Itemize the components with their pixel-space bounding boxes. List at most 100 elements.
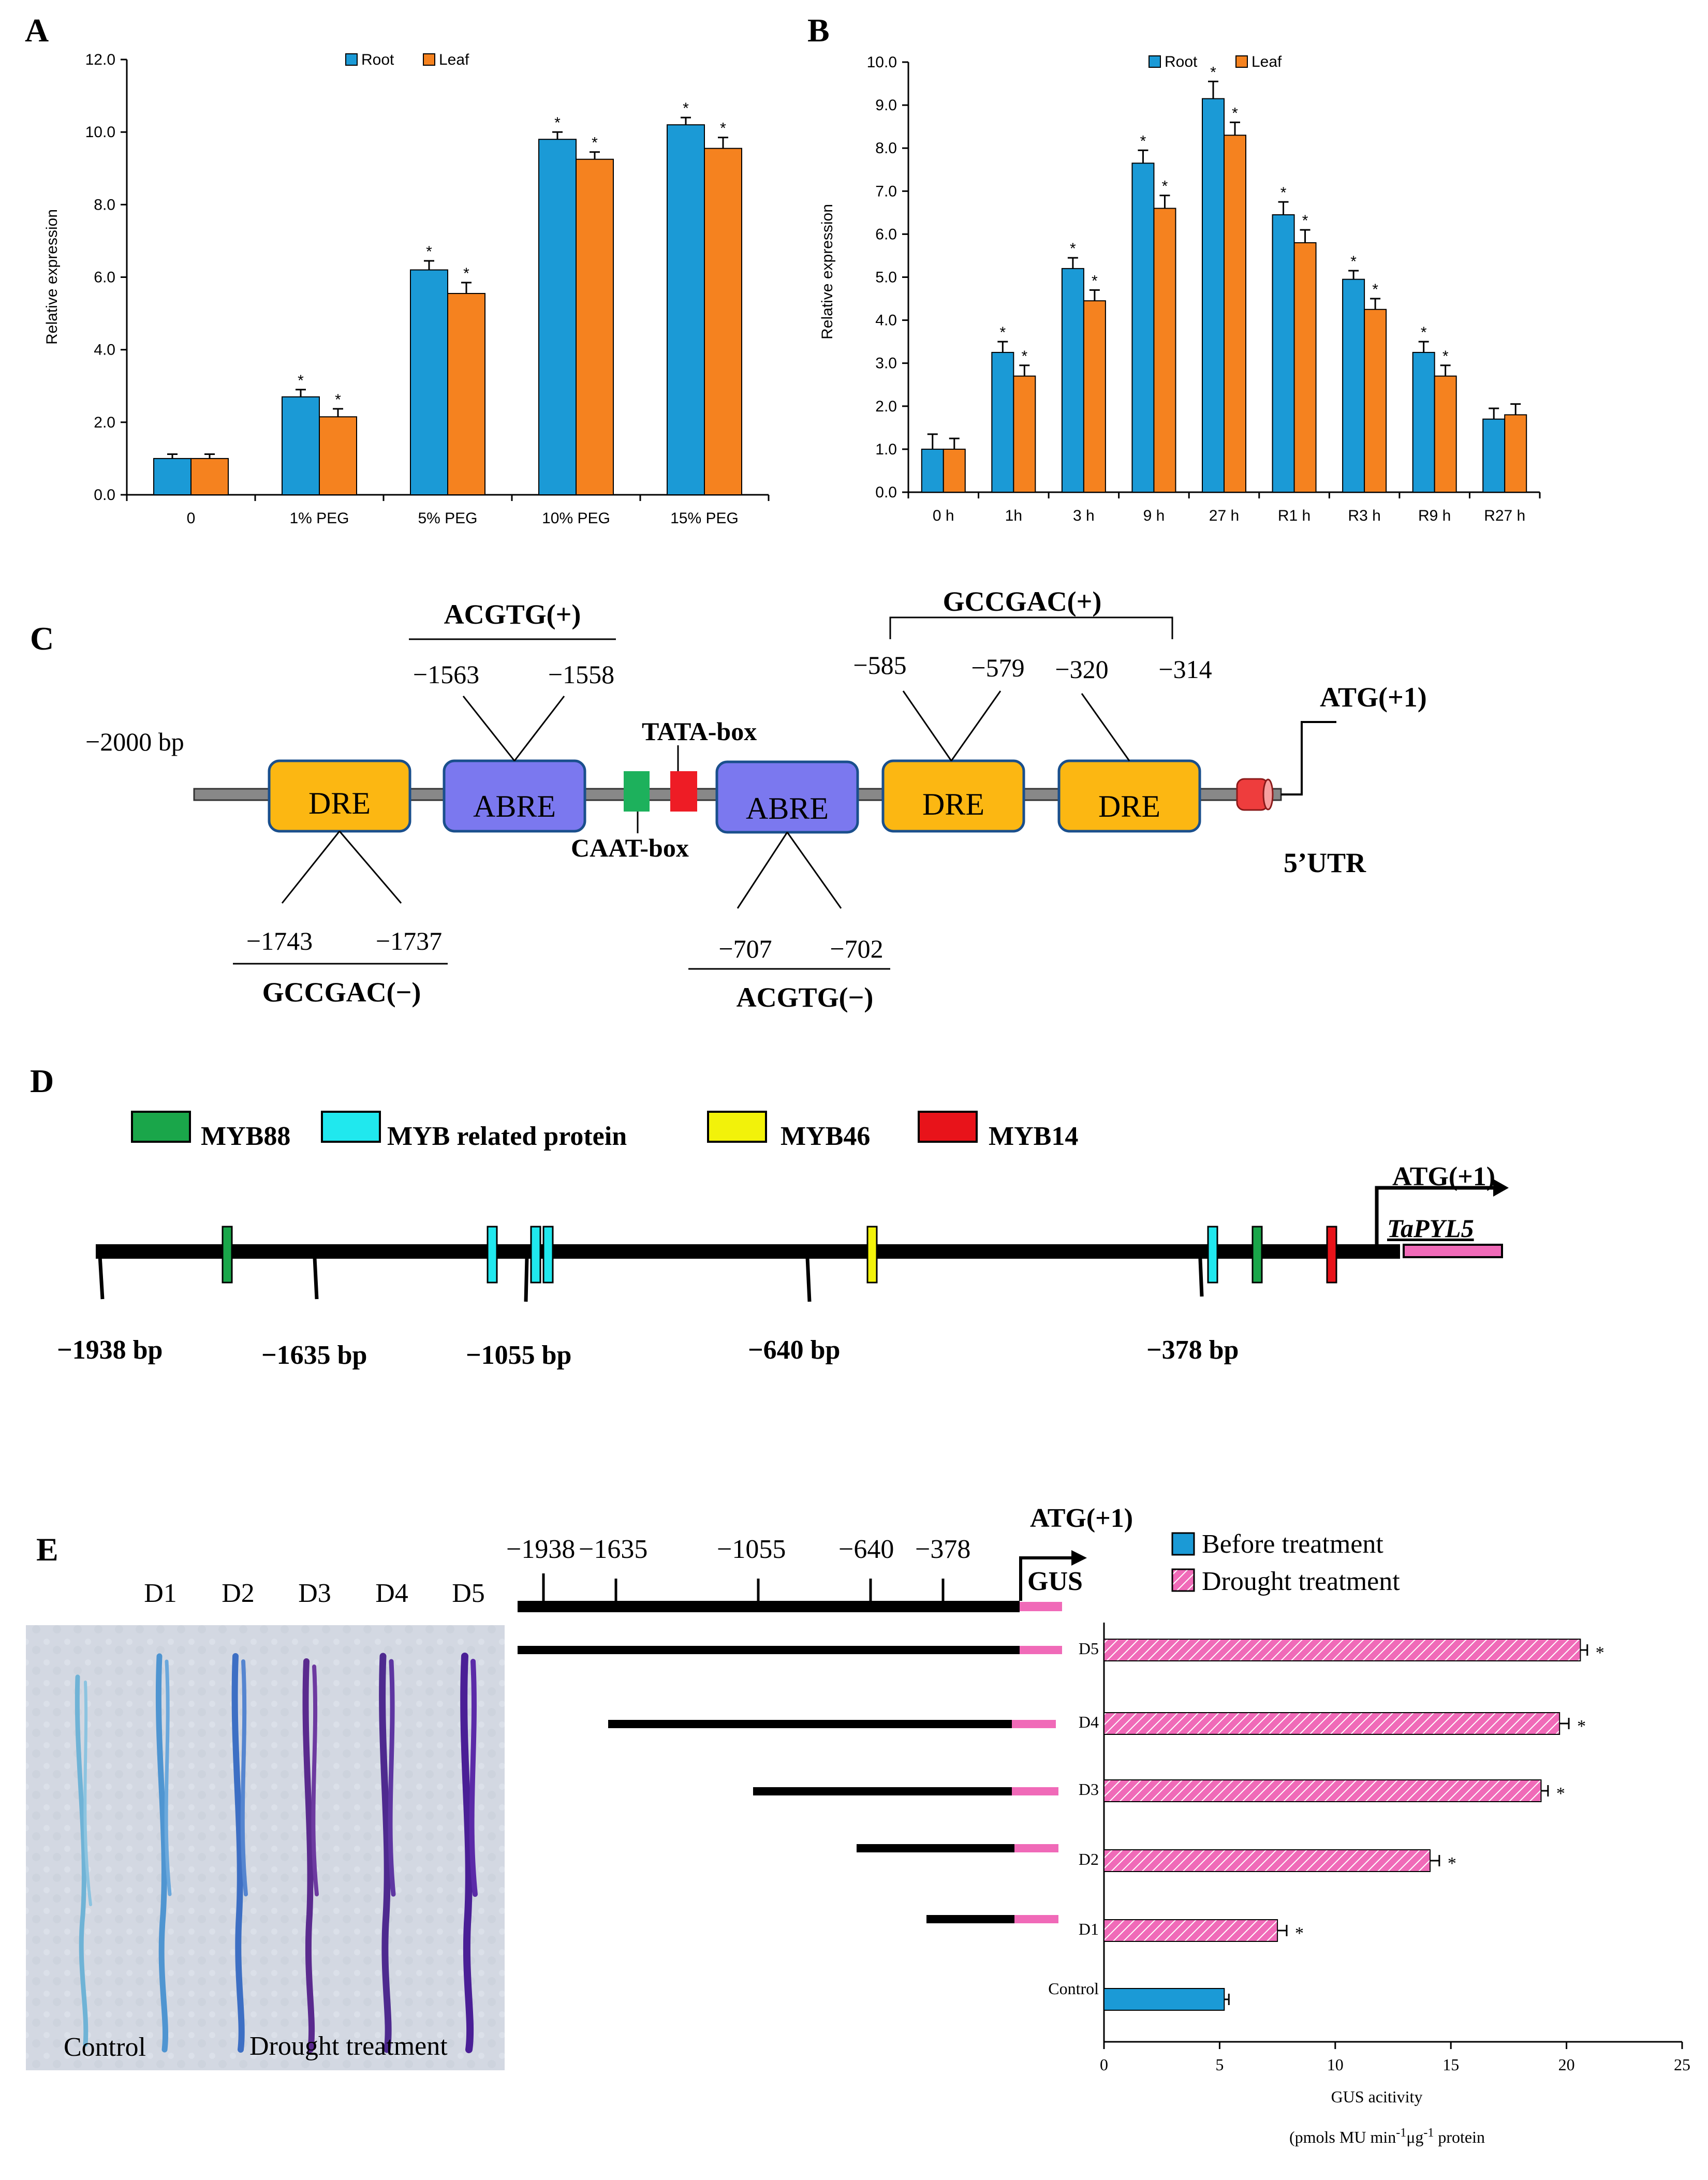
chart-e-xtick-label: 20: [1558, 2055, 1575, 2074]
construct-d5-gus: [1020, 1646, 1062, 1654]
chartB-ytick-label: 7.0: [875, 183, 897, 200]
lane-label-d5: D5: [452, 1579, 485, 1608]
chartA-xtick-label: 10% PEG: [542, 510, 610, 527]
legend-myb14: MYB14: [989, 1122, 1078, 1151]
construct-d5-line: [518, 1646, 1020, 1654]
pos-label-e-1635: −1635: [579, 1535, 647, 1564]
chartA-bar-root: [153, 458, 192, 496]
chartA-sig-marker: *: [335, 391, 341, 408]
gccgac-minus-left: −1743: [246, 926, 313, 955]
panel-e: Control Drought treatment D1 D2 D3 D4 D5…: [26, 1504, 1690, 2146]
construct-gus-bar: [1020, 1602, 1062, 1611]
legend-myb-related-swatch: [321, 1111, 381, 1143]
atg-label-c: ATG(+1): [1320, 682, 1427, 713]
chartB-xtick-label: 9 h: [1143, 507, 1165, 524]
site-myb-related-2: [530, 1226, 541, 1284]
atg-label-e: ATG(+1): [1030, 1504, 1133, 1533]
abre-label-2: ABRE: [746, 791, 829, 826]
acgtg-minus-line-right: [786, 832, 842, 909]
chartB-sig-marker: *: [1140, 132, 1146, 150]
chartB-xtick-label: R9 h: [1418, 507, 1451, 524]
chart-e-category-label: D5: [1079, 1639, 1099, 1658]
construct-d3-line: [753, 1787, 1012, 1795]
gccgac-minus-right: −1737: [376, 926, 442, 955]
chartA-bar-leaf: [576, 158, 614, 495]
chartB-xtick-label: R1 h: [1278, 507, 1311, 524]
chart-b: 0.0 1.0 2.0 3.0 4.0 5.0 6.0 7.0 8.0 9.0 10.0 0 h 1h…: [819, 53, 1541, 524]
chart-e-bar-d4: [1103, 1712, 1560, 1735]
chartB-ytick-label: 0.0: [875, 484, 897, 501]
promoter-start-label: −2000 bp: [85, 727, 184, 756]
promoter-diagram: −2000 bp DRE ABRE ABRE DRE DRE ATG(+1) 5…: [85, 586, 1427, 1013]
gccgac-minus-line-right: [338, 831, 402, 904]
legend-myb88: MYB88: [201, 1122, 290, 1151]
chart-a-ylabel: Relative expression: [43, 209, 61, 345]
gccgac-plus-title: GCCGAC(+): [943, 586, 1102, 617]
chartB-ytick-label: 10.0: [867, 54, 897, 71]
tick-d-1938: [97, 1247, 105, 1300]
gccgac-plus-line-1: [902, 690, 952, 761]
chartA-sig-marker: *: [426, 243, 432, 260]
legend-myb46: MYB46: [781, 1122, 870, 1151]
chartB-bar-leaf: [943, 448, 966, 493]
chartA-xtick-label: 5% PEG: [418, 510, 477, 527]
chartB-bar-leaf: [1504, 414, 1527, 493]
gccgac-minus-line-left: [281, 831, 341, 904]
chartA-bar-root: [282, 396, 320, 496]
chartB-sig-marker: *: [1070, 240, 1076, 257]
chart-e-bar-d5: [1103, 1639, 1581, 1661]
tick-d-378: [1198, 1247, 1204, 1297]
chartA-ytick-label: 10.0: [85, 124, 115, 141]
tata-box: [670, 771, 697, 812]
atg-label-d: ATG(+1): [1392, 1162, 1495, 1191]
construct-d2-gus: [1014, 1844, 1058, 1852]
chart-e-sig-marker: *: [1448, 1854, 1456, 1873]
caat-label: CAAT-box: [571, 833, 689, 862]
seedling-control: [75, 1674, 92, 2047]
abre-label-1: ABRE: [473, 789, 556, 823]
legend-before-swatch: [1171, 1532, 1195, 1556]
chartA-bar-leaf: [704, 148, 742, 495]
site-myb88-2: [1251, 1226, 1263, 1284]
pos-label-e-1938: −1938: [506, 1535, 575, 1564]
pos-label-d-1635: −1635 bp: [261, 1341, 367, 1370]
chartA-ytick-label: 0.0: [94, 487, 115, 504]
chartB-bar-root: [921, 448, 944, 493]
chartB-ytick-label: 4.0: [875, 312, 897, 329]
acgtg-plus-left: −1563: [413, 660, 479, 689]
chartB-sig-marker: *: [1210, 64, 1216, 81]
chartB-sig-marker: *: [1350, 253, 1357, 270]
chartB-bar-leaf: [1083, 300, 1106, 493]
construct-d2-line: [857, 1844, 1014, 1852]
atg-arrowhead-d: [1493, 1179, 1509, 1197]
chart-b-ylabel: Relative expression: [819, 204, 836, 340]
chartA-sig-marker: *: [720, 120, 726, 137]
gccgac-plus-line-2: [950, 690, 1002, 761]
chart-a-legend-root-swatch: [345, 53, 358, 66]
chart-a-legend-root: Root: [361, 51, 394, 68]
chartB-ytick-label: 3.0: [875, 355, 897, 372]
gene-label: TaPYL5: [1387, 1214, 1474, 1243]
chartB-ytick-label: 8.0: [875, 140, 897, 157]
chartA-sig-marker: *: [592, 135, 598, 152]
chart-e-xlabel: GUS acitivity: [1331, 2087, 1423, 2106]
xlabel-unit-mid: μg: [1406, 2128, 1423, 2146]
chart-a-legend-leaf: Leaf: [439, 51, 469, 68]
chartB-bar-root: [1131, 163, 1155, 493]
panel-label-d: D: [30, 1063, 54, 1099]
atg-arrow: [1281, 721, 1336, 796]
promoter-line-d: [96, 1244, 1400, 1259]
gccgac-plus-pos-1: −585: [853, 651, 906, 680]
chartA-ytick-label: 8.0: [94, 196, 115, 213]
chartB-sig-marker: *: [1302, 212, 1308, 229]
seedling-d3: [302, 1658, 319, 2053]
panel-label-c: C: [30, 620, 54, 657]
chartA-bar-root: [538, 139, 577, 495]
seedling-d5: [460, 1653, 478, 2053]
legend-before-treatment: Before treatment: [1202, 1529, 1383, 1559]
chartB-ytick-label: 6.0: [875, 226, 897, 243]
dre-label-3: DRE: [1098, 789, 1160, 823]
site-myb46-1: [866, 1226, 878, 1284]
atg-arrow-d: [1375, 1186, 1496, 1244]
